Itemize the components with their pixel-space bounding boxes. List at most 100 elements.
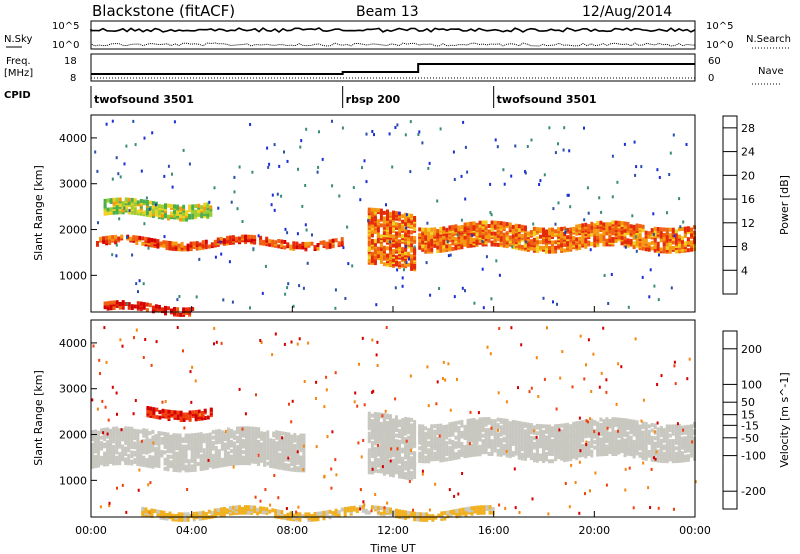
heatmap-cell [475, 241, 479, 246]
heatmap-cell [242, 450, 245, 455]
heatmap-cell [305, 127, 308, 131]
heatmap-cell [112, 439, 116, 444]
heatmap-cell [167, 203, 170, 208]
heatmap-cell [152, 407, 156, 412]
heatmap-cell [236, 459, 239, 464]
heatmap-cell [179, 217, 183, 222]
heatmap-cell [430, 231, 434, 236]
heatmap-cell [466, 418, 470, 423]
heatmap-cell [493, 419, 497, 424]
heatmap-cell [647, 234, 651, 239]
heatmap-cell [635, 431, 639, 436]
heatmap-cell [228, 235, 232, 240]
cpid-segment-label: twofsound 3501 [497, 93, 597, 106]
heatmap-cell [490, 220, 494, 225]
heatmap-cell [395, 453, 398, 458]
heatmap-cell [690, 227, 693, 232]
heatmap-cell [466, 442, 470, 447]
heatmap-cell [623, 221, 627, 226]
heatmap-cell [520, 443, 524, 448]
heatmap-cell [398, 423, 401, 428]
heatmap-cell [404, 133, 407, 137]
heatmap-cell [460, 225, 464, 229]
heatmap-cell [284, 292, 287, 296]
heatmap-cell [222, 506, 226, 511]
heatmap-cell [159, 510, 163, 515]
heatmap-cell [367, 240, 371, 245]
heatmap-cell [248, 430, 251, 435]
heatmap-cell [514, 420, 518, 425]
heatmap-cell [626, 435, 630, 440]
heatmap-cell [302, 450, 306, 455]
heatmap-cell [554, 449, 558, 454]
heatmap-cell [680, 227, 684, 231]
heatmap-cell [690, 247, 693, 252]
heatmap-cell [238, 505, 241, 510]
heatmap-cell [496, 448, 500, 453]
heatmap-cell [614, 430, 618, 435]
heatmap-cell [427, 166, 430, 170]
heatmap-cell [261, 291, 264, 295]
heatmap-cell [394, 286, 397, 290]
heatmap-cell [124, 452, 128, 456]
heatmap-cell [487, 439, 491, 444]
heatmap-cell [382, 216, 386, 221]
heatmap-cell [139, 429, 143, 434]
heatmap-cell [672, 133, 675, 137]
heatmap-cell [328, 244, 332, 249]
heatmap-cell [208, 200, 211, 204]
heatmap-cell [599, 448, 603, 453]
heatmap-cell [478, 220, 482, 225]
heatmap-cell [379, 223, 383, 228]
heatmap-cell [290, 438, 294, 443]
heatmap-cell [635, 165, 638, 169]
heatmap-cell [413, 458, 417, 463]
heatmap-cell [296, 451, 300, 456]
heatmap-cell [94, 429, 97, 434]
heatmap-cell [173, 410, 177, 415]
heatmap-cell [658, 253, 660, 257]
heatmap-cell [251, 430, 255, 435]
heatmap-cell [487, 452, 491, 456]
heatmap-cell [461, 286, 464, 290]
heatmap-cell [200, 205, 204, 210]
heatmap-cell [668, 424, 672, 429]
heatmap-cell [535, 245, 539, 250]
heatmap-cell [257, 447, 261, 452]
heatmap-cell [596, 232, 600, 236]
heatmap-cell [334, 288, 337, 292]
heatmap-cell [198, 516, 202, 521]
heatmap-cell [298, 517, 302, 522]
heatmap-cell [505, 418, 509, 423]
heatmap-cell [112, 300, 116, 305]
heatmap-cell [169, 447, 173, 452]
heatmap-cell [542, 440, 545, 445]
heatmap-cell [121, 208, 125, 213]
heatmap-cell [106, 458, 110, 463]
heatmap-cell [484, 417, 488, 422]
heatmap-cell [142, 282, 145, 286]
heatmap-cell [340, 240, 344, 245]
heatmap-cell [386, 246, 389, 251]
heatmap-cell [677, 435, 681, 440]
heatmap-cell [111, 177, 114, 181]
heatmap-cell [176, 410, 180, 415]
heatmap-cell [567, 193, 570, 197]
heatmap-cell [560, 230, 564, 235]
heatmap-cell [493, 422, 497, 427]
heatmap-cell [296, 232, 299, 236]
heatmap-cell [551, 227, 554, 232]
heatmap-cell [367, 457, 371, 462]
heatmap-cell [539, 444, 542, 449]
heatmap-cell [130, 459, 134, 464]
heatmap-cell [148, 209, 152, 214]
heatmap-cell [572, 431, 576, 435]
heatmap-cell [631, 214, 634, 218]
heatmap-cell [421, 227, 425, 232]
heatmap-cell [370, 461, 374, 466]
heatmap-cell [659, 433, 663, 438]
heatmap-cell [564, 228, 567, 232]
y-tick-label: 3000 [59, 178, 87, 191]
heatmap-cell [593, 445, 597, 450]
heatmap-cell [473, 301, 476, 305]
